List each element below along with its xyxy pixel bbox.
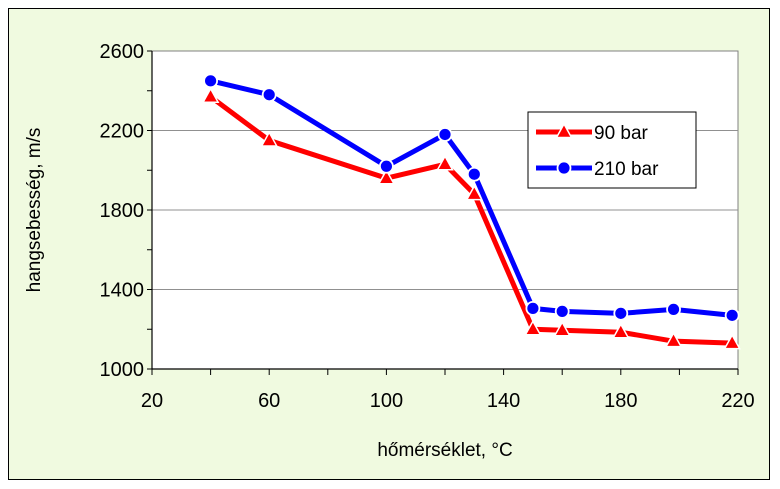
y-tick-label: 1000 (100, 359, 145, 381)
data-point (201, 87, 220, 103)
series-line (210, 78, 733, 318)
data-point (613, 305, 629, 321)
data-point (436, 154, 454, 171)
data-point (378, 158, 394, 174)
data-point (553, 320, 571, 337)
data-point (260, 130, 278, 147)
data-point (466, 166, 482, 182)
data-point (612, 322, 630, 339)
tick-labels: 1000 1400 1800 2200 2600 20 60 100 140 180 220 (100, 41, 755, 412)
legend-item: 90 bar (536, 122, 649, 144)
x-tick-label: 20 (141, 390, 163, 412)
data-point (525, 300, 541, 316)
series-90-bar (201, 87, 741, 350)
x-axis-title: hőmérséklet, °C (377, 440, 512, 461)
legend-item: 210 bar (536, 159, 659, 180)
y-tick-label: 2200 (100, 121, 145, 143)
data-point (554, 303, 570, 319)
x-tick-label: 140 (487, 390, 520, 412)
legend-label: 210 bar (594, 159, 659, 180)
data-point (524, 319, 542, 336)
x-tick-label: 180 (604, 390, 637, 412)
series-group (201, 73, 741, 350)
y-axis-title: hangsebesség, m/s (24, 128, 45, 293)
series-line (209, 94, 733, 346)
data-point (666, 301, 681, 317)
legend-marker (556, 160, 572, 176)
legend-marker (555, 122, 573, 139)
y-tick-label: 1800 (100, 200, 145, 222)
y-tick-label: 2600 (100, 41, 145, 63)
data-point (465, 184, 484, 201)
x-tick-label: 60 (258, 390, 280, 412)
series-210-bar (203, 73, 740, 323)
data-point (664, 331, 683, 348)
data-point (203, 73, 219, 89)
data-point (437, 127, 453, 142)
data-point (377, 168, 396, 185)
axes (147, 50, 739, 375)
legend: 90 bar 210 bar (527, 111, 697, 189)
x-tick-label: 100 (370, 390, 403, 412)
x-tick-label: 220 (721, 390, 754, 412)
legend-box (527, 111, 697, 189)
data-point (723, 333, 741, 350)
legend-label: 90 bar (594, 123, 649, 144)
data-point (261, 87, 277, 103)
data-point (724, 307, 740, 323)
y-tick-label: 1400 (100, 280, 145, 302)
